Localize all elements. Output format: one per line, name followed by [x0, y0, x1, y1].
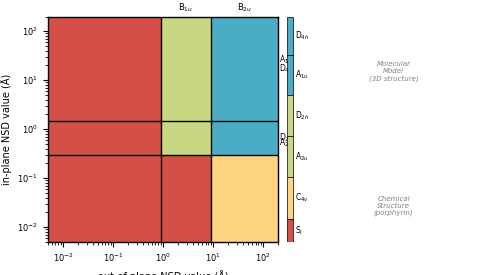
Text: A$_{1u}$: A$_{1u}$ [279, 54, 293, 66]
FancyBboxPatch shape [287, 55, 293, 95]
Text: B$_{2u}$: B$_{2u}$ [237, 1, 252, 13]
Text: B$_{1u}$: B$_{1u}$ [179, 1, 193, 13]
Bar [161, 16, 211, 155]
FancyBboxPatch shape [287, 95, 293, 136]
Text: D$_{2h}$: D$_{2h}$ [295, 109, 309, 122]
Text: Molecular
Model
(3D structure): Molecular Model (3D structure) [369, 61, 419, 82]
FancyBboxPatch shape [287, 136, 293, 177]
Text: A$_{2u}$: A$_{2u}$ [279, 136, 293, 149]
Text: A$_{1u}$: A$_{1u}$ [295, 69, 309, 81]
Text: D$_{2h}$: D$_{2h}$ [279, 131, 294, 144]
FancyBboxPatch shape [287, 177, 293, 219]
Text: A$_{2u}$: A$_{2u}$ [295, 150, 309, 163]
Text: S$_{i}$: S$_{i}$ [295, 224, 303, 237]
Bar [161, 155, 278, 242]
Bar [48, 16, 161, 242]
Text: D$_{4h}$: D$_{4h}$ [279, 62, 294, 75]
FancyBboxPatch shape [287, 16, 293, 55]
Text: Chemical
Structure
(porphyrin): Chemical Structure (porphyrin) [374, 196, 413, 216]
FancyBboxPatch shape [287, 219, 293, 242]
Bar [161, 155, 211, 242]
Text: D$_{4h}$: D$_{4h}$ [295, 29, 309, 42]
Y-axis label: in-plane NSD value (Å): in-plane NSD value (Å) [0, 74, 12, 185]
X-axis label: out-of-plane NSD value (Å): out-of-plane NSD value (Å) [98, 270, 228, 275]
Text: C$_{4v}$: C$_{4v}$ [295, 192, 309, 204]
